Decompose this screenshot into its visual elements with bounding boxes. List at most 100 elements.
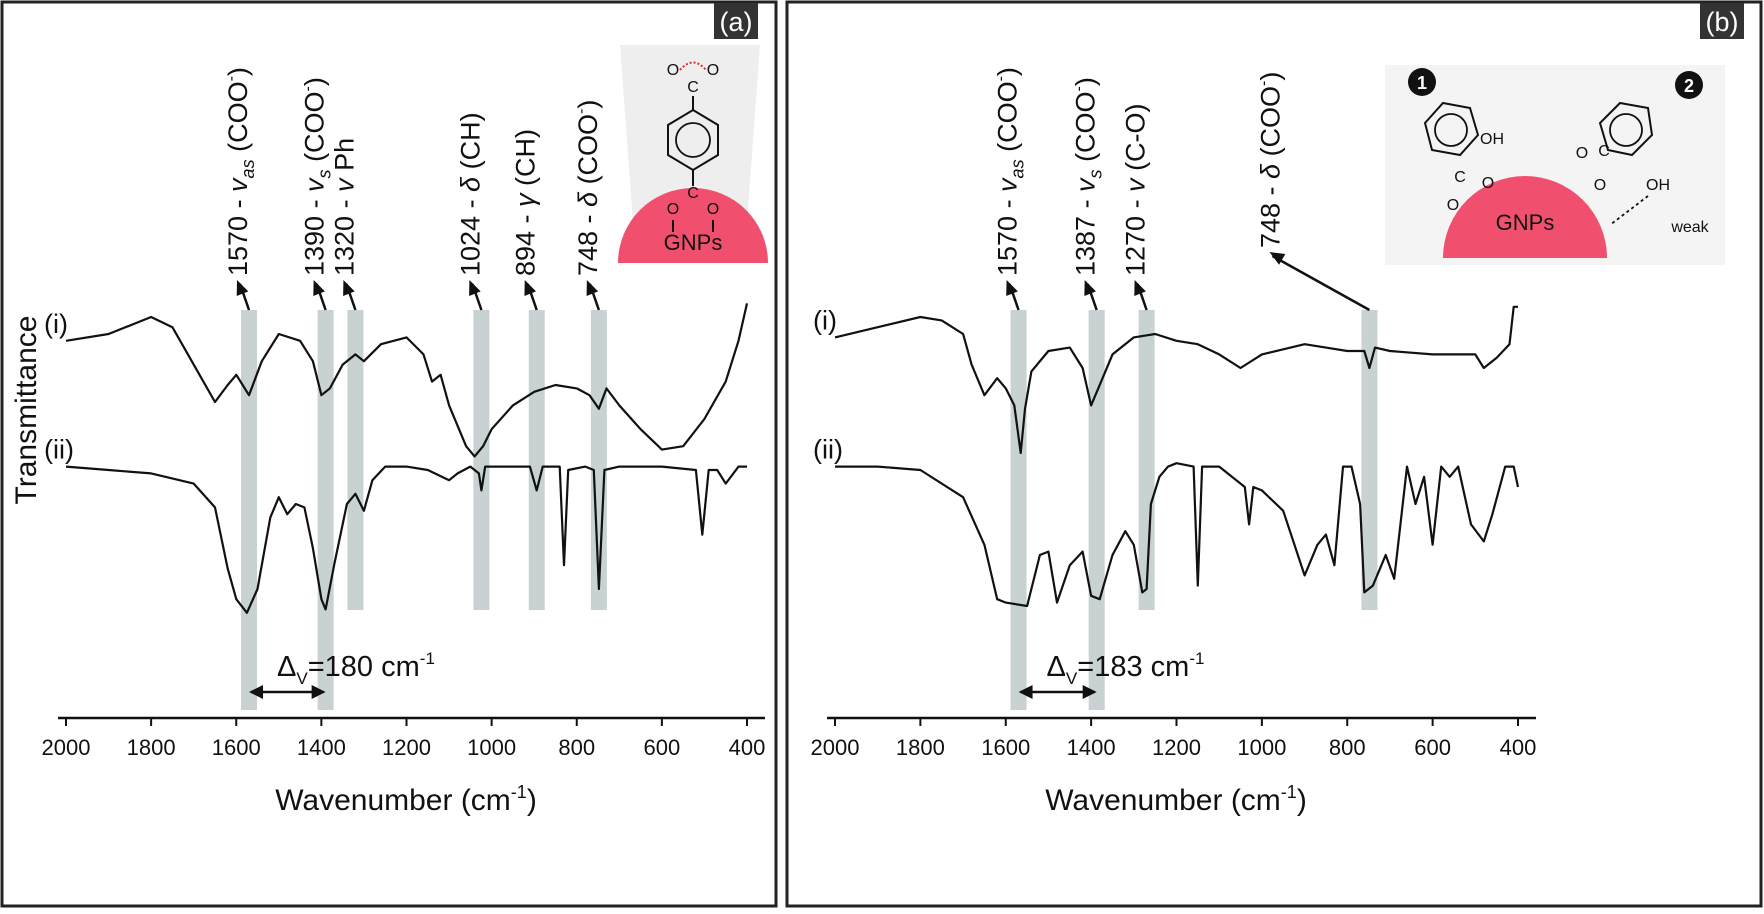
delta-arrow-head [311, 685, 326, 699]
panel-b-x-axis-label: Wavenumber (cm-1) [1045, 782, 1307, 817]
band-label: 1024 - δ (CH) [455, 112, 485, 276]
panel-a-x-axis-label: Wavenumber (cm-1) [275, 782, 537, 817]
series-label: (i) [813, 305, 837, 335]
absorption-band [1138, 310, 1155, 610]
delta-value: =180 cm [308, 651, 420, 683]
band-label-part: δ [573, 191, 603, 207]
delta-superscript: -1 [1189, 649, 1204, 668]
band-label-part: 1390 - [300, 192, 330, 276]
band-label-part: (COO [993, 81, 1023, 159]
series-label: (i) [44, 309, 68, 339]
spectrum-curve-i [65, 303, 749, 458]
x-tick-label: 1000 [1237, 735, 1286, 760]
arrow-head [586, 280, 599, 296]
site-badge-number: 1 [1417, 73, 1427, 93]
band-label: 1320 - v Ph [329, 138, 359, 276]
gnp-particle [1443, 176, 1607, 258]
atom-label: C [1454, 169, 1466, 186]
x-tick-label: 1200 [1152, 735, 1201, 760]
aromatic-circle [1434, 113, 1468, 147]
benzene-ring [1598, 101, 1654, 157]
band-label-superscript: - [1071, 86, 1088, 91]
x-tick-label: 400 [729, 735, 766, 760]
atom-label: O [1594, 177, 1606, 194]
atom-label: O [1482, 175, 1494, 192]
hydroxyl-label: OH [1480, 131, 1504, 148]
band-label: 1570 - vas (COO-) [993, 67, 1028, 276]
band-label-part: ) [223, 67, 253, 76]
x-tick-label: 600 [1414, 735, 1451, 760]
band-label-part: δ [455, 176, 485, 192]
panel-a: 1570 - vas (COO-)1390 - vs (COO-)1320 - … [42, 3, 768, 760]
x-tick-label: 1800 [896, 735, 945, 760]
band-label-part: ) [300, 77, 330, 86]
band-label-part: v [329, 177, 359, 192]
site-badge [1408, 68, 1436, 96]
delta-label: ΔV=180 cm-1 [277, 649, 435, 688]
band-label-part: ) [573, 100, 603, 109]
delta-value: =183 cm [1077, 651, 1189, 683]
arrow-line [1271, 254, 1371, 312]
arrow-head [343, 280, 355, 296]
band-label-part: (COO [1255, 86, 1285, 164]
delta-arrow-head [1018, 685, 1033, 699]
band-label-part: ) [1255, 72, 1285, 81]
x-tick-label: 800 [1329, 735, 1366, 760]
atom-label: O [667, 62, 679, 79]
panel-tag: (a) [720, 7, 753, 37]
delta-subscript: V [296, 669, 308, 688]
x-tick-label: 1800 [127, 735, 176, 760]
band-label-part: (COO [573, 114, 603, 192]
x-tick-label: 2000 [42, 735, 91, 760]
spectrum-curve-i [834, 305, 1518, 455]
band-label-part: 894 - [511, 207, 541, 276]
gnp-particle [618, 188, 768, 263]
site-badge-number: 2 [1684, 76, 1694, 96]
band-label-subscript: as [1008, 159, 1028, 178]
arrow-head [313, 280, 325, 296]
band-label-superscript: - [1255, 81, 1272, 86]
arrow-head [524, 280, 536, 296]
absorption-band [1010, 310, 1027, 710]
band-label-part: v [993, 177, 1023, 192]
delta-symbol: Δ [1047, 651, 1066, 683]
band-label-part: (C-O) [1121, 103, 1151, 178]
band-label: 1390 - vs (COO-) [300, 77, 335, 276]
weak-interaction-line [1609, 195, 1649, 226]
atom-label: C [687, 185, 699, 202]
band-label-subscript: s [315, 169, 335, 178]
x-tick-label: 1000 [467, 735, 516, 760]
band-label-superscript: - [223, 76, 240, 81]
band-label-part: v [223, 177, 253, 192]
x-tick-label: 800 [558, 735, 595, 760]
absorption-band [317, 310, 334, 710]
band-label: 748 - δ (COO-) [1255, 72, 1285, 248]
spectrum-curve-ii [835, 462, 1520, 608]
band-label-part: v [1121, 177, 1151, 192]
band-label: 1270 - v (C-O) [1121, 103, 1151, 276]
aromatic-circle [675, 122, 711, 158]
band-label-part: 1570 - [993, 192, 1023, 276]
gnp-label: GNPs [1496, 210, 1555, 235]
band-label: 1570 - vas (COO-) [223, 67, 258, 276]
panel-tag-bg [1700, 3, 1744, 39]
delta-arrow-head [1082, 685, 1097, 699]
absorption-band [241, 310, 258, 710]
arrow-head [469, 280, 481, 296]
weak-interaction-label: weak [1670, 219, 1709, 236]
band-label-part: 748 - [573, 207, 603, 276]
x-tick-label: 1600 [981, 735, 1030, 760]
band-label-part: 1387 - [1071, 192, 1101, 276]
band-label: 894 - γ (CH) [511, 129, 541, 276]
panel-a-frame [0, 0, 778, 908]
band-label-part: (CH) [511, 129, 541, 193]
panel-b-frame [785, 0, 1763, 908]
band-label-part: (COO [300, 91, 330, 169]
band-label-superscript: - [993, 76, 1010, 81]
atom-label: O [707, 62, 719, 79]
band-label-part: v [1071, 177, 1101, 192]
band-label-superscript: - [573, 109, 590, 114]
band-label-part: (CH) [455, 112, 485, 176]
band-label-part: (COO [223, 81, 253, 159]
